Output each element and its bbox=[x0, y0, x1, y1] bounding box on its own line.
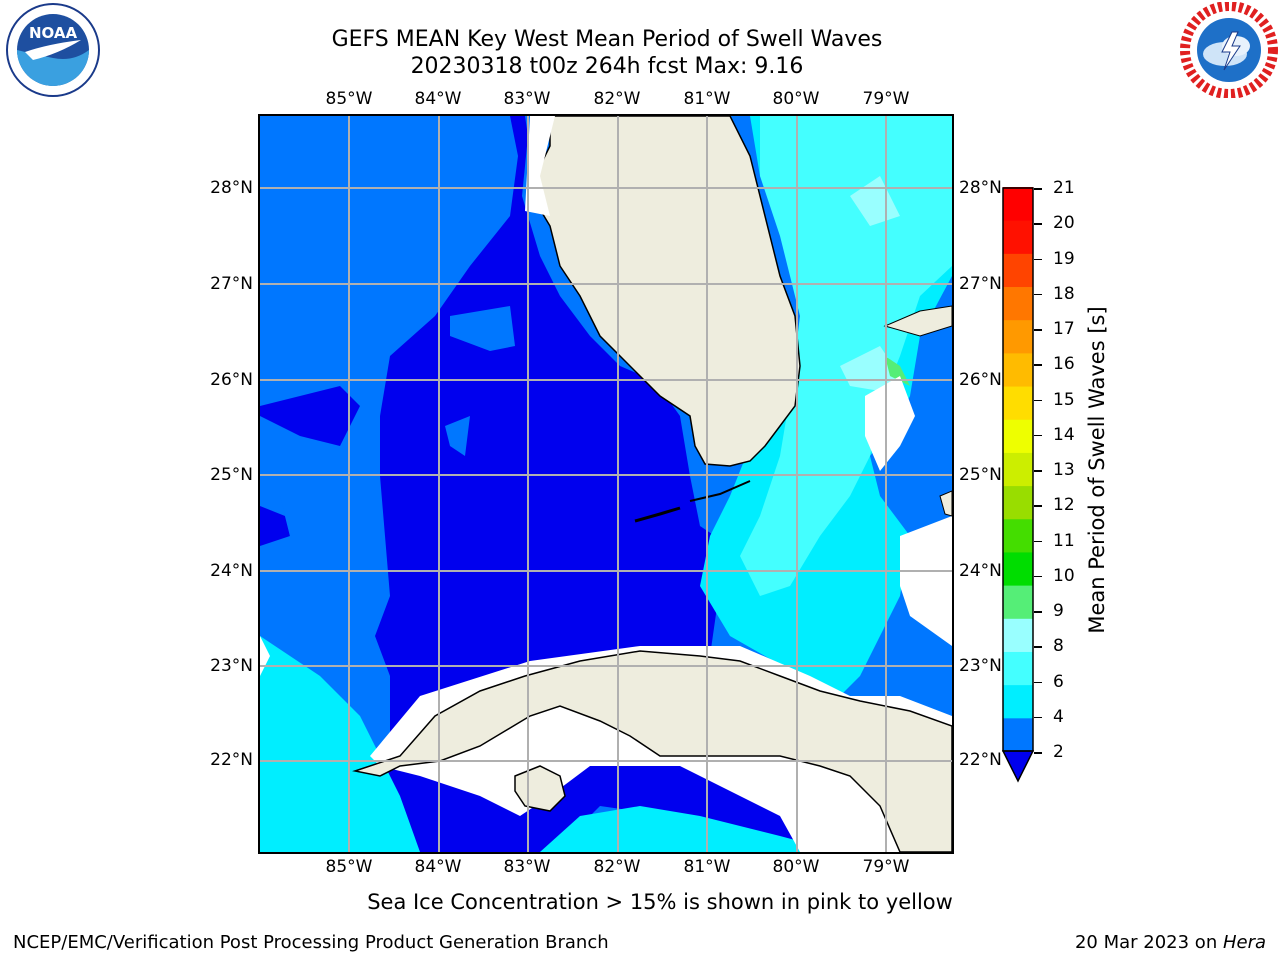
lon-label-top: 85°W bbox=[325, 89, 373, 109]
colorbar-tick-label: 18 bbox=[1053, 283, 1075, 304]
colorbar-tick-label: 14 bbox=[1053, 424, 1075, 445]
colorbar-tick-mark bbox=[1034, 364, 1042, 366]
lat-label-left: 27°N bbox=[210, 274, 253, 294]
lat-label-right: 27°N bbox=[959, 274, 1002, 294]
colorbar-tick-mark bbox=[1034, 470, 1042, 472]
colorbar-band bbox=[1003, 485, 1033, 520]
colorbar-tick-mark bbox=[1034, 752, 1042, 754]
colorbar-label: Mean Period of Swell Waves [s] bbox=[1085, 306, 1109, 634]
lat-label-right: 23°N bbox=[959, 656, 1002, 676]
lon-label-bottom: 82°W bbox=[593, 857, 641, 877]
colorbar-tick-mark bbox=[1034, 681, 1042, 683]
lon-label-top: 79°W bbox=[862, 89, 910, 109]
colorbar-band bbox=[1003, 419, 1033, 453]
colorbar-tick-label: 13 bbox=[1053, 460, 1075, 480]
colorbar-band bbox=[1003, 319, 1033, 354]
lat-label-right: 22°N bbox=[959, 750, 1002, 770]
lat-label-left: 22°N bbox=[210, 750, 253, 770]
colorbar-tick-label: 8 bbox=[1053, 636, 1064, 657]
colorbar-tick-label: 15 bbox=[1053, 389, 1075, 410]
lat-label-left: 26°N bbox=[210, 370, 253, 390]
colorbar-tick-mark bbox=[1034, 258, 1042, 260]
footer-credit: NCEP/EMC/Verification Post Processing Pr… bbox=[13, 932, 609, 953]
chart-title: GEFS MEAN Key West Mean Period of Swell … bbox=[331, 27, 883, 52]
lat-label-right: 26°N bbox=[959, 370, 1002, 390]
colorbar-band bbox=[1003, 352, 1033, 387]
lon-label-bottom: 83°W bbox=[503, 857, 551, 877]
colorbar-band bbox=[1003, 187, 1033, 221]
colorbar-tick-mark bbox=[1034, 399, 1042, 401]
sea-ice-caption: Sea Ice Concentration > 15% is shown in … bbox=[367, 890, 953, 914]
colorbar-tick-mark bbox=[1034, 223, 1042, 225]
lon-label-top: 82°W bbox=[593, 89, 641, 109]
swell-period-map bbox=[260, 116, 952, 852]
colorbar-tick-label: 16 bbox=[1053, 354, 1075, 375]
lat-label-left: 24°N bbox=[210, 561, 253, 581]
footer-date: 20 Mar 2023 on Hera bbox=[1075, 932, 1266, 953]
colorbar-band bbox=[1003, 684, 1033, 719]
colorbar-band bbox=[1003, 452, 1033, 487]
colorbar-band bbox=[1003, 717, 1033, 752]
colorbar-band bbox=[1003, 386, 1033, 420]
colorbar-tick-label: 17 bbox=[1053, 319, 1075, 339]
lat-label-left: 25°N bbox=[210, 465, 253, 485]
lon-label-top: 80°W bbox=[772, 89, 820, 109]
colorbar-tick-mark bbox=[1034, 646, 1042, 648]
nws-logo bbox=[1180, 1, 1278, 99]
colorbar-band bbox=[1003, 551, 1033, 586]
noaa-logo-text: NOAA bbox=[29, 24, 78, 42]
lon-label-bottom: 79°W bbox=[862, 857, 910, 877]
footer-host: Hera bbox=[1222, 932, 1266, 953]
lat-label-right: 28°N bbox=[959, 178, 1002, 198]
colorbar-tick-mark bbox=[1034, 575, 1042, 578]
colorbar-tick-mark bbox=[1034, 434, 1042, 437]
lat-label-right: 24°N bbox=[959, 561, 1002, 581]
lon-label-top: 83°W bbox=[503, 89, 551, 109]
lon-label-bottom: 84°W bbox=[414, 857, 462, 877]
colorbar-band bbox=[1003, 286, 1033, 321]
colorbar bbox=[1001, 187, 1035, 783]
colorbar-tick-label: 2 bbox=[1053, 742, 1064, 762]
colorbar-tick-label: 12 bbox=[1053, 495, 1075, 516]
colorbar-band bbox=[1003, 618, 1033, 652]
map-panel bbox=[258, 114, 954, 854]
colorbar-band bbox=[1003, 253, 1033, 288]
colorbar-band bbox=[1003, 518, 1033, 553]
colorbar-band bbox=[1003, 220, 1033, 254]
colorbar-tick-mark bbox=[1034, 611, 1042, 613]
colorbar-tick-mark bbox=[1034, 293, 1042, 296]
colorbar-tick-label: 10 bbox=[1053, 565, 1075, 586]
footer-date-text: 20 Mar 2023 on bbox=[1074, 932, 1223, 953]
colorbar-tick-mark bbox=[1034, 716, 1042, 719]
colorbar-tick-mark bbox=[1034, 505, 1042, 507]
colorbar-tick-label: 20 bbox=[1053, 213, 1075, 234]
chart-subtitle: 20230318 t00z 264h fcst Max: 9.16 bbox=[410, 54, 804, 79]
colorbar-tick-label: 9 bbox=[1053, 601, 1064, 621]
colorbar-tick-mark bbox=[1034, 540, 1042, 542]
colorbar-tick-mark bbox=[1034, 188, 1042, 190]
lon-label-bottom: 81°W bbox=[683, 857, 731, 877]
lon-label-bottom: 85°W bbox=[325, 857, 373, 877]
colorbar-tick-label: 4 bbox=[1053, 706, 1064, 727]
noaa-logo: NOAA bbox=[3, 2, 103, 98]
colorbar-band bbox=[1003, 585, 1033, 619]
lon-label-bottom: 80°W bbox=[772, 857, 820, 877]
lat-label-right: 25°N bbox=[959, 465, 1002, 485]
colorbar-band bbox=[1003, 651, 1033, 686]
colorbar-frame bbox=[1002, 187, 1034, 752]
lat-label-left: 23°N bbox=[210, 656, 253, 676]
lon-label-top: 84°W bbox=[414, 89, 462, 109]
lon-label-top: 81°W bbox=[683, 89, 731, 109]
colorbar-tick-label: 19 bbox=[1053, 248, 1075, 269]
colorbar-tick-label: 21 bbox=[1053, 178, 1075, 198]
colorbar-tick-mark bbox=[1034, 329, 1042, 331]
colorbar-tick-label: 11 bbox=[1053, 530, 1075, 551]
lat-label-left: 28°N bbox=[210, 178, 253, 198]
colorbar-tick-label: 6 bbox=[1053, 671, 1064, 692]
